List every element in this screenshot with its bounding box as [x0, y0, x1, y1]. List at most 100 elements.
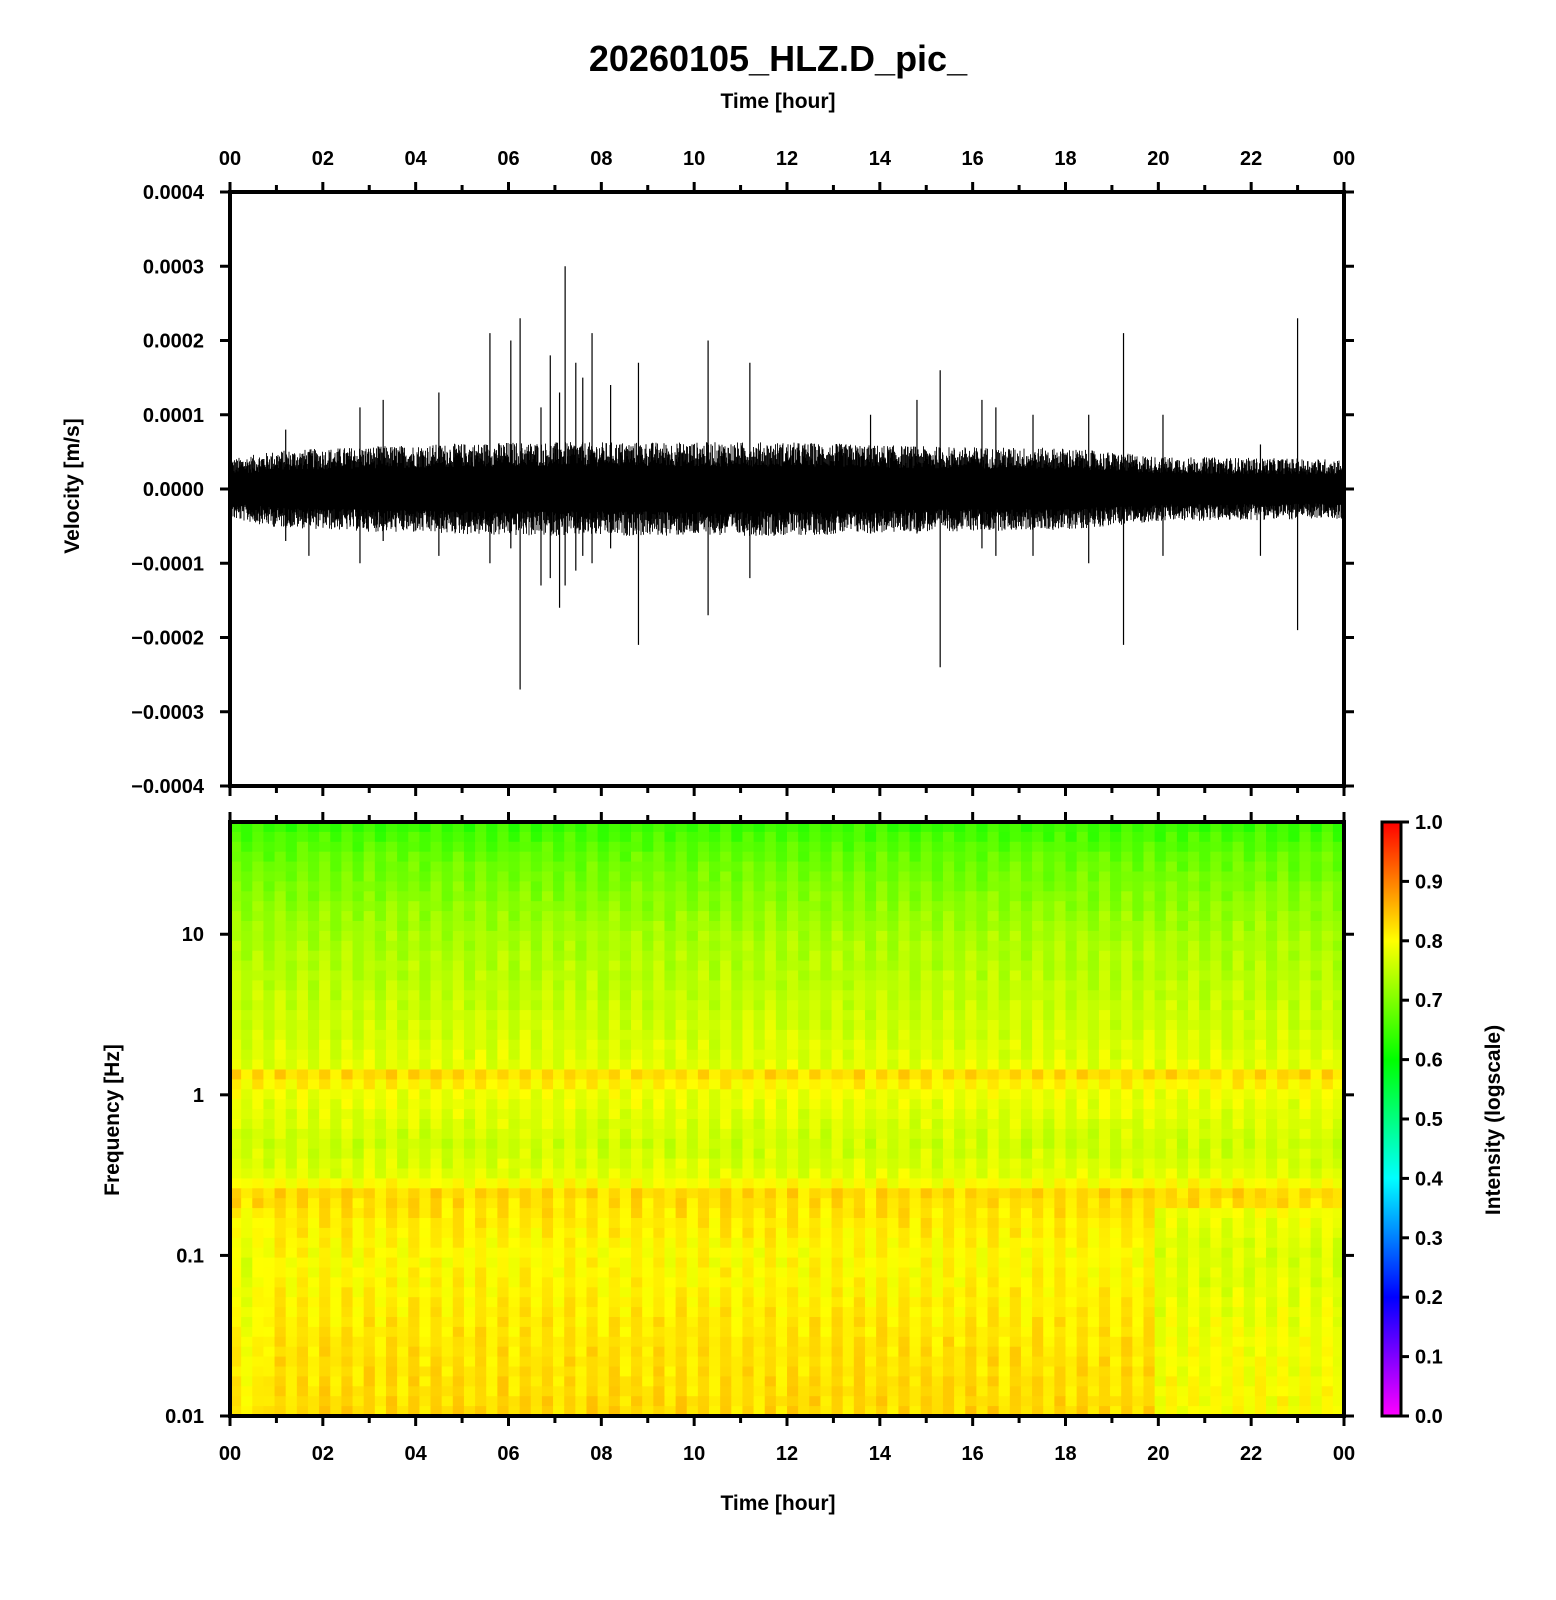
spectrogram-cell [664, 930, 677, 942]
waveform-panel [229, 266, 1345, 690]
spectrogram-cell [430, 940, 443, 952]
spectrogram-cell [720, 841, 732, 853]
spectrogram-cell [419, 1297, 432, 1308]
spectrogram-cell [820, 1227, 833, 1239]
spectrogram-cell [541, 1079, 554, 1090]
spectrogram-cell [1020, 1168, 1033, 1179]
spectrogram-cell [575, 1227, 588, 1239]
spectrogram-cell [1076, 1029, 1089, 1041]
spectrogram-cell [1054, 960, 1067, 972]
spectrogram-cell [330, 901, 342, 912]
spectrogram-cell [241, 1039, 253, 1051]
spectrogram-cell [1266, 881, 1278, 892]
spectrogram-cell [731, 960, 744, 972]
spectrogram-cell [1020, 871, 1033, 882]
spectrogram-cell [475, 1029, 487, 1041]
spectrogram-cell [697, 1138, 710, 1150]
spectrogram-cell [586, 940, 599, 952]
spectrogram-cell [1043, 1128, 1055, 1140]
spectrogram-cell [809, 980, 822, 991]
spectrogram-cell [1310, 1089, 1323, 1100]
spectrogram-cell [241, 950, 253, 962]
spectrogram-cell [720, 1178, 732, 1189]
spectrogram-cell [296, 1307, 309, 1318]
spectrogram-cell [1232, 831, 1245, 843]
spectrogram-cell [1087, 871, 1100, 882]
spectrogram-cell [742, 990, 755, 1001]
spectrogram-cell [653, 1168, 666, 1179]
spectrogram-cell [385, 1227, 398, 1239]
spectrogram-cell [441, 1049, 454, 1061]
spectrogram-cell [820, 861, 833, 873]
spectrogram-cell [486, 1029, 498, 1041]
spectrogram-cell [686, 1010, 699, 1021]
spectrogram-cell [853, 1079, 866, 1090]
spectrogram-cell [1054, 891, 1067, 902]
spectrogram-cell [1098, 950, 1111, 962]
spectrogram-cell [1310, 911, 1323, 922]
spectrogram-cell [463, 1168, 476, 1179]
spectrogram-cell [508, 911, 521, 922]
spectrogram-cell [1110, 881, 1122, 892]
spectrogram-cell [1199, 881, 1211, 892]
spectrogram-cell [1020, 1297, 1033, 1308]
spectrogram-cell [731, 1029, 744, 1041]
spectrogram-cell [987, 930, 1000, 942]
spectrogram-cell [709, 921, 721, 932]
spectrogram-cell [1054, 1277, 1067, 1288]
spectrogram-cell [475, 1119, 487, 1130]
spectrogram-cell [809, 1297, 822, 1308]
spectrogram-cell [1321, 1109, 1334, 1120]
spectrogram-cell [1009, 1158, 1022, 1170]
spectrogram-cell [1299, 871, 1312, 882]
spectrogram-cell [787, 1099, 799, 1110]
spectrogram-cell [764, 950, 777, 962]
spectrogram-cell [419, 911, 432, 922]
spectrogram-cell [241, 970, 253, 981]
spectrogram-cell [486, 1128, 498, 1140]
spectrogram-cell [374, 1237, 387, 1249]
spectrogram-cell [1009, 831, 1022, 843]
spectrogram-cell [1254, 1237, 1267, 1249]
spectrogram-cell [764, 940, 777, 952]
spectrogram-cell [1121, 861, 1133, 873]
spectrogram-cell [1132, 871, 1145, 882]
spectrogram-cell [631, 921, 643, 932]
spectrogram-cell [864, 1049, 877, 1061]
spectrogram-cell [1299, 1138, 1312, 1150]
spectrogram-cell [541, 841, 554, 853]
spectrogram-cell [909, 1029, 922, 1041]
spectrogram-cell [831, 1049, 844, 1061]
spectrogram-cell [1054, 930, 1067, 942]
spectrogram-cell [876, 1267, 888, 1278]
spectrogram-cell [1154, 1208, 1167, 1219]
spectrogram-cell [541, 1178, 554, 1189]
spectrogram-cell [263, 822, 276, 833]
spectrogram-cell [1032, 950, 1044, 962]
spectrogram-cell [965, 1178, 977, 1189]
spectrogram-cell [1210, 1287, 1223, 1298]
spectrogram-cell [1165, 1079, 1178, 1090]
spectrogram-cell [541, 1247, 554, 1259]
spectrogram-cell [1087, 1237, 1100, 1249]
spectrogram-cell [1210, 1010, 1223, 1021]
spectrogram-cell [252, 950, 265, 962]
spectrogram-cell [241, 1168, 253, 1179]
spectrogram-cell [742, 1168, 755, 1179]
spectrogram-cell [1221, 1227, 1234, 1239]
spectrogram-cell [619, 841, 632, 853]
spectrogram-cell [263, 970, 276, 981]
spectrogram-cell [831, 1168, 844, 1179]
spectrogram-cell [553, 891, 565, 902]
spectrogram-cell [831, 1020, 844, 1031]
spectrogram-cell [352, 980, 365, 991]
spectrogram-cell [296, 1079, 309, 1090]
spectrogram-cell [307, 1257, 320, 1269]
spectrogram-cell [1020, 1178, 1033, 1189]
spectrogram-cell [1288, 1029, 1301, 1041]
spectrogram-cell [541, 1099, 554, 1110]
spectrogram-cell [619, 1158, 632, 1170]
spectrogram-cell [664, 851, 677, 863]
spectrogram-cell [475, 1079, 487, 1090]
spectrogram-cell [374, 1198, 387, 1209]
